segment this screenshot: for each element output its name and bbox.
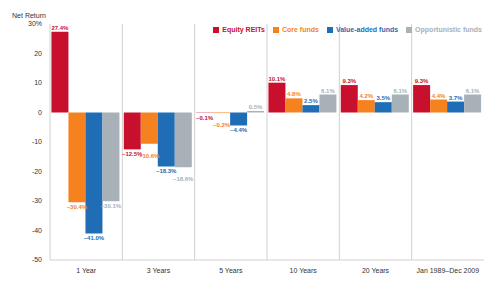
svg-text:3.7%: 3.7% <box>449 95 463 101</box>
svg-text:–0.1%: –0.1% <box>196 115 214 121</box>
svg-text:4.2%: 4.2% <box>359 93 373 99</box>
svg-text:–41.0%: –41.0% <box>84 235 105 241</box>
svg-text:4.8%: 4.8% <box>287 91 301 97</box>
svg-text:10.1%: 10.1% <box>268 76 286 82</box>
svg-text:–18.3%: –18.3% <box>156 168 177 174</box>
svg-text:10 Years: 10 Years <box>290 267 318 274</box>
svg-text:6.1%: 6.1% <box>466 88 480 94</box>
svg-text:–4.4%: –4.4% <box>230 127 248 133</box>
svg-text:5 Years: 5 Years <box>219 267 243 274</box>
svg-text:3 Years: 3 Years <box>147 267 171 274</box>
svg-text:–0.2%: –0.2% <box>213 122 231 128</box>
svg-text:3.5%: 3.5% <box>376 95 390 101</box>
svg-text:2.5%: 2.5% <box>304 98 318 104</box>
html-text:Value-added funds: Value-added funds <box>335 26 399 33</box>
svg-text:0: 0 <box>38 109 42 116</box>
html-text:Opportunistic funds: Opportunistic funds <box>415 26 482 33</box>
svg-text:6.1%: 6.1% <box>393 88 407 94</box>
svg-text:6.1%: 6.1% <box>321 88 335 94</box>
svg-text:27.4%: 27.4% <box>51 25 69 31</box>
svg-text:0.5%: 0.5% <box>249 104 263 110</box>
svg-text:-40: -40 <box>32 227 42 234</box>
svg-text:–30.1%: –30.1% <box>101 203 122 209</box>
svg-text:-30: -30 <box>32 197 42 204</box>
svg-text:-10: -10 <box>32 138 42 145</box>
svg-text:-20: -20 <box>32 168 42 175</box>
svg-text:-50: -50 <box>32 256 42 263</box>
svg-text:Jan 1989–Dec 2009: Jan 1989–Dec 2009 <box>416 267 479 274</box>
html-text:Equity REITs: Equity REITs <box>222 26 265 33</box>
svg-text:–30.4%: –30.4% <box>67 204 88 210</box>
svg-text:9.3%: 9.3% <box>342 78 356 84</box>
svg-text:1 Year: 1 Year <box>76 267 97 274</box>
svg-text:10: 10 <box>34 79 42 86</box>
svg-text:20 Years: 20 Years <box>362 267 390 274</box>
svg-text:–18.6%: –18.6% <box>173 176 194 182</box>
svg-text:30%: 30% <box>28 20 42 27</box>
svg-text:–12.5%: –12.5% <box>122 151 143 158</box>
svg-text:4.4%: 4.4% <box>432 93 446 99</box>
svg-text:20: 20 <box>34 50 42 57</box>
svg-text:Net Return: Net Return <box>12 12 46 19</box>
svg-text:9.3%: 9.3% <box>415 78 429 84</box>
svg-text:–10.6%: –10.6% <box>139 153 160 159</box>
html-text:Core funds: Core funds <box>281 26 319 33</box>
